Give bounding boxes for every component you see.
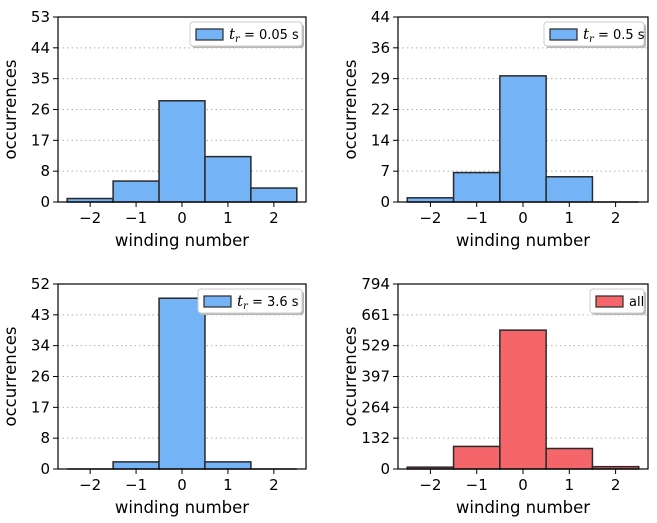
axes-frame [57,283,307,470]
y-tick-label: 0 [380,460,390,478]
x-tick-label: 2 [269,209,279,227]
legend: all [589,288,646,315]
x-axis-label: winding number [115,498,249,517]
y-tick-label: 22 [371,101,390,119]
y-tick-label: 0 [40,193,50,211]
x-tick-label: −1 [125,209,147,227]
histogram-bar [112,180,160,203]
x-tick-label: 1 [565,476,575,494]
y-tick-label: 17 [31,131,50,149]
y-axis-label: occurrences [341,326,360,426]
y-tick-label: 661 [361,306,390,324]
histogram-bar [112,461,160,470]
x-tick-label: 2 [611,209,621,227]
x-tick-label: 2 [611,476,621,494]
y-tick-label: 7 [380,162,390,180]
x-axis-label: winding number [456,231,590,250]
legend: tr = 3.6 s [197,288,304,315]
legend-swatch [549,28,578,41]
y-tick-label: 17 [31,398,50,416]
histogram-bar [406,197,455,203]
legend-label: tr = 3.6 s [237,292,299,312]
legend-label: tr = 0.5 s [583,25,645,45]
chart-panel-3: 0 8 17 26 34 43 52 −2 −1 0 1 2 winding number occurre… [1,275,307,517]
histogram-bar [204,461,252,470]
histogram-bar [452,171,501,203]
histogram-bar [204,155,252,203]
legend-label: tr = 0.05 s [229,25,299,45]
x-tick-label: 1 [223,209,233,227]
y-tick-label: 26 [31,101,50,119]
legend-swatch [195,28,224,41]
legend-label: all [629,295,644,310]
x-tick-label: −1 [466,476,488,494]
x-tick-label: 0 [518,476,528,494]
y-tick-label: 794 [361,275,390,293]
y-tick-label: 36 [371,39,390,57]
y-tick-label: 53 [31,8,50,26]
histogram-bar [158,100,206,203]
y-tick-label: 44 [31,39,50,57]
x-tick-label: 0 [177,476,187,494]
x-tick-label: −2 [79,476,101,494]
histogram-bar [452,445,501,470]
chart-panel-2: 0 7 14 22 29 36 44 −2 −1 0 1 2 winding number occurre… [341,8,649,250]
y-tick-label: 14 [371,131,390,149]
y-axis-label: occurrences [1,326,20,426]
histogram-bar [158,297,206,470]
x-tick-label: 0 [177,209,187,227]
y-tick-label: 26 [31,368,50,386]
chart-panel-1: 0 8 17 26 35 44 53 −2 −1 0 1 2 winding number occurre… [1,8,307,250]
x-tick-label: 1 [223,476,233,494]
chart-panel-4: 0 132 264 397 529 661 794 −2 −1 0 1 2 winding number… [341,275,649,517]
y-tick-label: 35 [31,70,50,88]
histogram-bar [499,75,547,203]
y-tick-label: 8 [40,162,50,180]
x-tick-label: 1 [565,209,575,227]
y-tick-label: 44 [371,8,390,26]
y-tick-label: 132 [361,429,390,447]
y-tick-label: 264 [361,398,390,416]
y-tick-label: 43 [31,306,50,324]
axes-frame [397,16,649,203]
legend-swatch [595,295,624,308]
y-tick-label: 529 [361,337,390,355]
axes-frame [397,283,649,470]
x-axis-label: winding number [456,498,590,517]
y-axis-label: occurrences [341,59,360,159]
x-tick-label: −2 [419,476,441,494]
y-tick-label: 8 [40,429,50,447]
x-tick-label: −2 [419,209,441,227]
x-axis-label: winding number [115,231,249,250]
y-tick-label: 29 [371,70,390,88]
x-tick-label: −1 [125,476,147,494]
histogram-bar [499,329,547,470]
histogram-bar [545,176,594,203]
y-tick-label: 52 [31,275,50,293]
y-axis-label: occurrences [1,59,20,159]
y-tick-label: 0 [40,460,50,478]
x-tick-label: 0 [518,209,528,227]
histogram-bar [545,447,594,470]
histogram-bar [250,187,298,203]
x-tick-label: −1 [466,209,488,227]
legend: tr = 0.05 s [189,21,304,48]
legend-swatch [203,295,232,308]
x-tick-label: 2 [269,476,279,494]
y-tick-label: 397 [361,368,390,386]
legend: tr = 0.5 s [543,21,646,48]
y-tick-label: 0 [380,193,390,211]
y-tick-label: 34 [31,337,50,355]
axes-frame [57,16,307,203]
x-tick-label: −2 [79,209,101,227]
